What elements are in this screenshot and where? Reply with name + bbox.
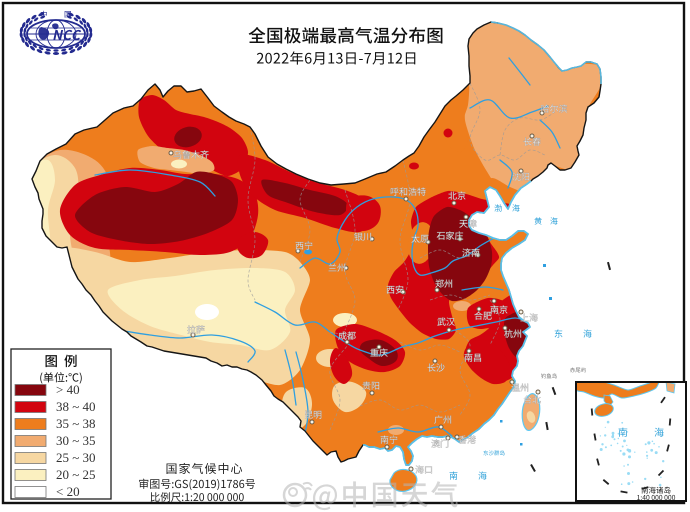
svg-text:38 ~ 40: 38 ~ 40 — [56, 399, 96, 414]
svg-text:30 ~ 35: 30 ~ 35 — [56, 433, 96, 448]
svg-text:< 20: < 20 — [56, 484, 80, 499]
svg-text:> 40: > 40 — [56, 382, 80, 397]
svg-text:20 ~ 25: 20 ~ 25 — [56, 467, 96, 482]
svg-text:35 ~ 38: 35 ~ 38 — [56, 416, 96, 431]
svg-text:25 ~ 30: 25 ~ 30 — [56, 450, 96, 465]
